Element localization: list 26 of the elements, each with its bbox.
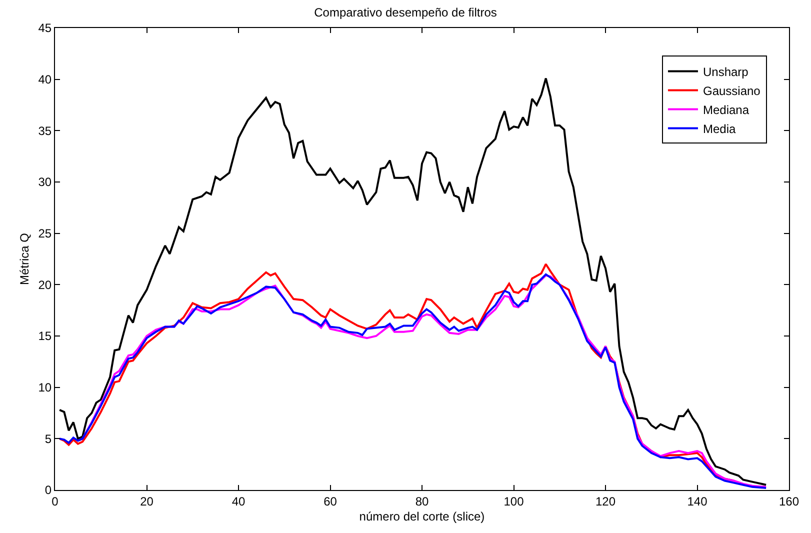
- y-tick-label: 35: [38, 124, 52, 138]
- x-tick-label: 40: [232, 494, 246, 508]
- legend-label: Unsharp: [702, 64, 749, 79]
- x-tick-label: 100: [504, 494, 524, 508]
- x-tick-label: 60: [324, 494, 338, 508]
- y-tick-label: 40: [38, 72, 52, 87]
- x-tick-label: 140: [687, 494, 708, 508]
- x-axis-title: número del corte (slice): [359, 509, 485, 524]
- y-axis-title: Métrica Q: [18, 232, 32, 286]
- line-series: [58, 77, 768, 486]
- y-tick-label: 10: [38, 380, 52, 395]
- y-tick-label: 0: [44, 483, 52, 498]
- chart-title: Comparativo desempeño de filtros: [314, 5, 497, 20]
- y-tick-label: 30: [38, 175, 52, 190]
- x-tick-label: 160: [778, 494, 800, 508]
- legend-label: Gaussiano: [702, 84, 761, 98]
- y-tick-label: 45: [38, 21, 52, 36]
- x-tick-label: 80: [415, 494, 429, 508]
- y-tick-label: 5: [44, 432, 52, 446]
- x-tick-label: 20: [140, 494, 154, 508]
- y-tick-label: 25: [38, 226, 52, 241]
- legend-label: Media: [702, 122, 736, 136]
- x-tick-label: 120: [595, 494, 616, 508]
- legend-label: Mediana: [702, 102, 750, 117]
- y-tick-label: 15: [38, 329, 52, 344]
- y-tick-label: 20: [38, 278, 52, 292]
